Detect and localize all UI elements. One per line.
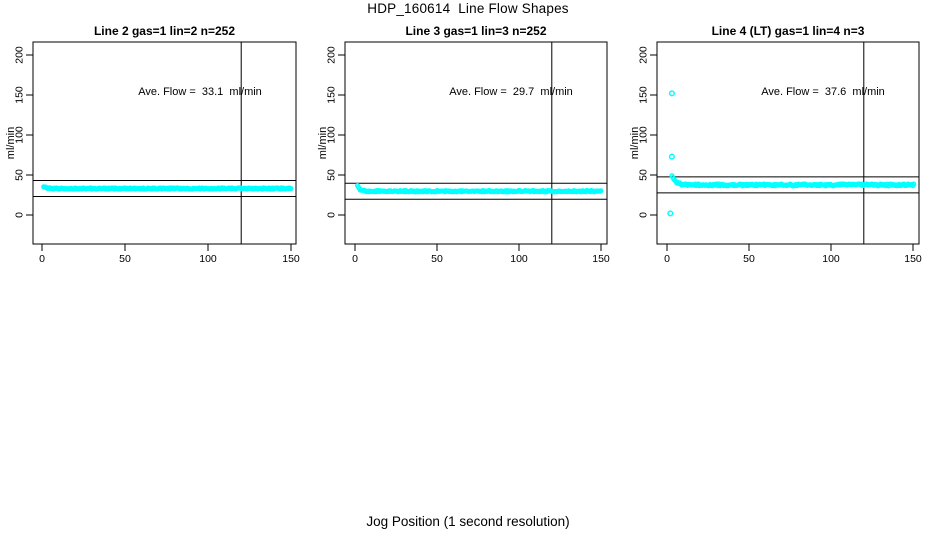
- y-tick-label: 0: [638, 212, 650, 218]
- x-tick-label: 100: [510, 253, 528, 265]
- x-axis-label: Jog Position (1 second resolution): [366, 514, 570, 529]
- x-tick-label: 50: [743, 253, 755, 265]
- data-point: [598, 188, 604, 194]
- panel2-ave-flow-annotation: Ave. Flow = 29.7 ml/min: [449, 86, 573, 98]
- y-tick-label: 50: [638, 169, 650, 181]
- plot-box: [32, 41, 297, 245]
- panel3-title: Line 4 (LT) gas=1 lin=4 n=3: [711, 24, 865, 38]
- plot-box: [344, 41, 608, 245]
- y-tick-label: 150: [326, 86, 338, 104]
- panel2-y-axis-label: ml/min: [317, 126, 329, 160]
- data-point: [911, 181, 917, 187]
- data-point: [288, 186, 294, 192]
- y-tick-label: 150: [14, 86, 26, 104]
- y-tick-label: 100: [326, 126, 338, 144]
- data-point-outlier: [667, 210, 674, 217]
- x-tick-label: 150: [282, 253, 300, 265]
- y-tick-label: 100: [14, 126, 26, 144]
- x-tick-label: 50: [119, 253, 131, 265]
- x-tick-label: 150: [904, 253, 922, 265]
- y-tick-label: 150: [638, 86, 650, 104]
- y-tick-label: 200: [326, 46, 338, 64]
- panel3-y-axis-label: ml/min: [629, 126, 641, 160]
- y-tick-label: 200: [638, 46, 650, 64]
- y-tick-label: 50: [326, 169, 338, 181]
- y-tick-label: 50: [14, 169, 26, 181]
- x-tick-label: 50: [431, 253, 443, 265]
- plot-box: [656, 41, 920, 245]
- panel1-y-axis-label: ml/min: [5, 126, 17, 160]
- x-tick-label: 150: [592, 253, 610, 265]
- x-tick-label: 100: [199, 253, 217, 265]
- panel3-ave-flow-annotation: Ave. Flow = 37.6 ml/min: [761, 86, 885, 98]
- x-tick-label: 0: [39, 253, 45, 265]
- y-tick-label: 0: [326, 212, 338, 218]
- y-tick-label: 100: [638, 126, 650, 144]
- x-tick-label: 0: [352, 253, 358, 265]
- y-tick-label: 200: [14, 46, 26, 64]
- y-tick-label: 0: [14, 212, 26, 218]
- data-point-outlier: [668, 153, 675, 160]
- x-tick-label: 0: [664, 253, 670, 265]
- panel1-ave-flow-annotation: Ave. Flow = 33.1 ml/min: [138, 86, 262, 98]
- panel2-title: Line 3 gas=1 lin=3 n=252: [405, 24, 547, 38]
- page-title: HDP_160614 Line Flow Shapes: [367, 1, 569, 16]
- panel1-title: Line 2 gas=1 lin=2 n=252: [93, 24, 236, 38]
- x-tick-label: 100: [822, 253, 840, 265]
- data-point-outlier: [668, 90, 675, 97]
